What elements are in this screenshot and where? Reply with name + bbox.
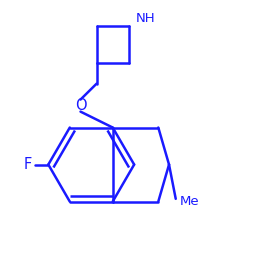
- Text: F: F: [23, 157, 31, 172]
- Text: NH: NH: [136, 12, 155, 25]
- Text: Me: Me: [180, 195, 199, 208]
- Text: O: O: [75, 98, 86, 113]
